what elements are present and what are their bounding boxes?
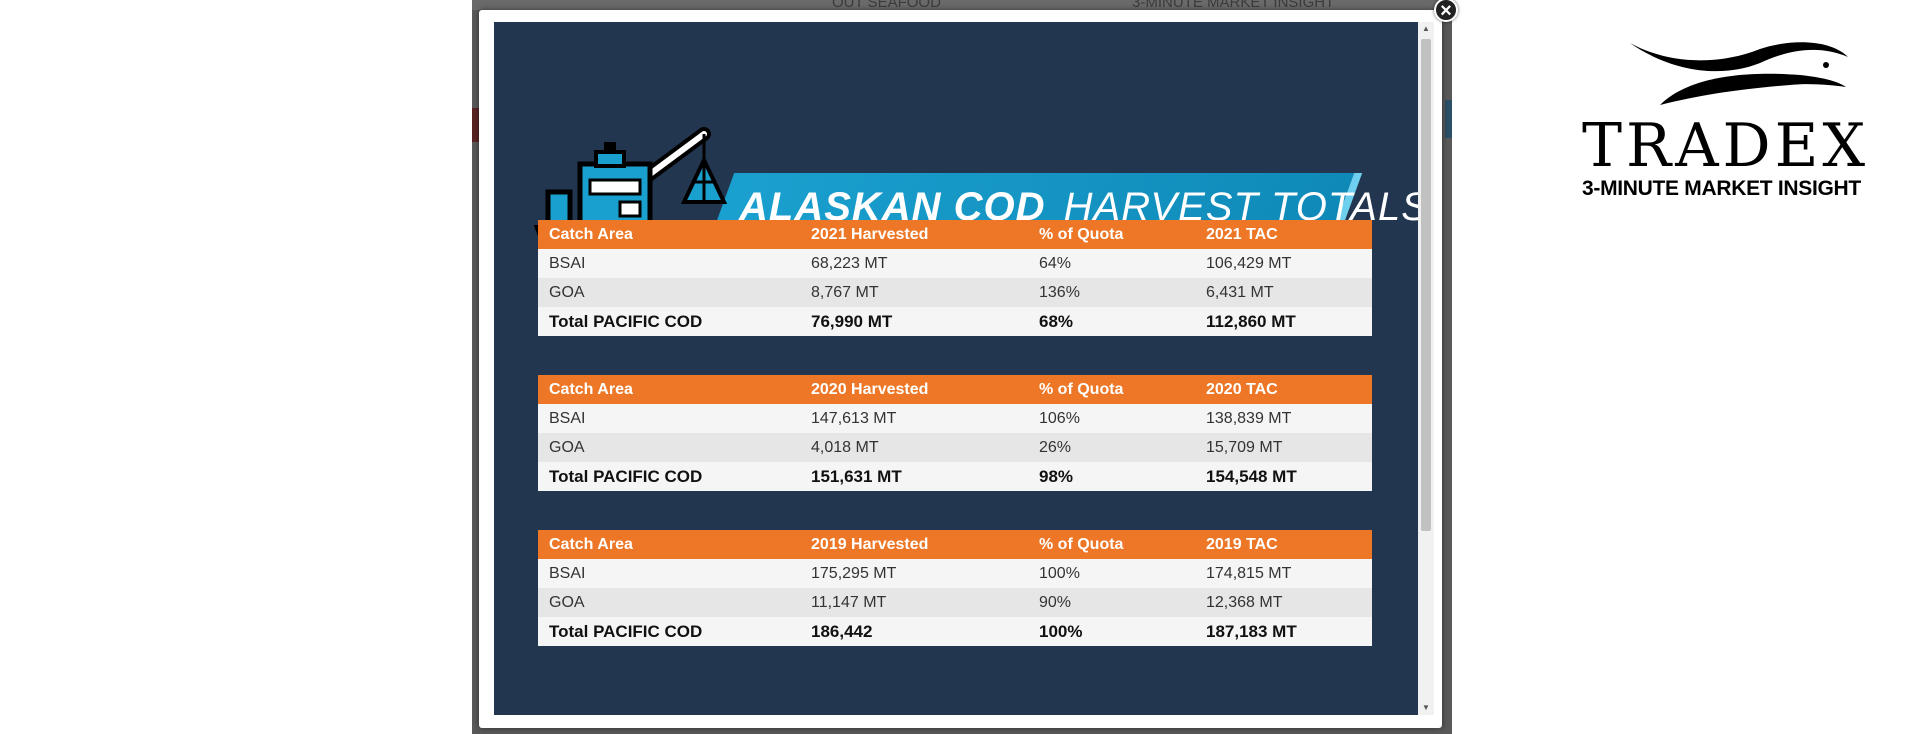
header-catch-area: Catch Area bbox=[538, 220, 800, 249]
cell-total-label: Total PACIFIC COD bbox=[538, 307, 800, 336]
harvest-table-2021: Catch Area 2021 Harvested % of Quota 202… bbox=[538, 220, 1372, 336]
background-accent bbox=[472, 108, 479, 142]
cell-total-tac: 112,860 MT bbox=[1195, 307, 1372, 336]
cell-tac: 12,368 MT bbox=[1195, 588, 1372, 617]
cell-harvested: 4,018 MT bbox=[800, 433, 1028, 462]
background-accent-right bbox=[1445, 100, 1452, 138]
table-total-row: Total PACIFIC COD 186,442 100% 187,183 M… bbox=[538, 617, 1372, 646]
cell-area: GOA bbox=[538, 278, 800, 307]
header-catch-area: Catch Area bbox=[538, 375, 800, 404]
table-header-row: Catch Area 2021 Harvested % of Quota 202… bbox=[538, 220, 1372, 249]
header-catch-area: Catch Area bbox=[538, 530, 800, 559]
logo-tagline: 3-MINUTE MARKET INSIGHT bbox=[1582, 177, 1861, 200]
cell-quota: 90% bbox=[1028, 588, 1195, 617]
table-row: GOA 11,147 MT 90% 12,368 MT bbox=[538, 588, 1372, 617]
cell-area: GOA bbox=[538, 588, 800, 617]
table-total-row: Total PACIFIC COD 151,631 MT 98% 154,548… bbox=[538, 462, 1372, 491]
modal-image-content: ALASKAN COD HARVEST TOTALS bbox=[494, 22, 1418, 715]
header-tac: 2020 TAC bbox=[1195, 375, 1372, 404]
table-row: GOA 4,018 MT 26% 15,709 MT bbox=[538, 433, 1372, 462]
header-quota: % of Quota bbox=[1028, 530, 1195, 559]
cell-harvested: 11,147 MT bbox=[800, 588, 1028, 617]
scroll-thumb[interactable] bbox=[1421, 39, 1431, 531]
harvest-table-2019: Catch Area 2019 Harvested % of Quota 201… bbox=[538, 530, 1372, 646]
table-row: BSAI 175,295 MT 100% 174,815 MT bbox=[538, 559, 1372, 588]
header-tac: 2019 TAC bbox=[1195, 530, 1372, 559]
table-row: BSAI 147,613 MT 106% 138,839 MT bbox=[538, 404, 1372, 433]
cell-total-label: Total PACIFIC COD bbox=[538, 617, 800, 646]
cell-quota: 100% bbox=[1028, 559, 1195, 588]
cell-tac: 138,839 MT bbox=[1195, 404, 1372, 433]
header-quota: % of Quota bbox=[1028, 220, 1195, 249]
cell-tac: 106,429 MT bbox=[1195, 249, 1372, 278]
cell-harvested: 175,295 MT bbox=[800, 559, 1028, 588]
cell-total-harvested: 186,442 bbox=[800, 617, 1028, 646]
cell-harvested: 8,767 MT bbox=[800, 278, 1028, 307]
background-nav-right: 3-MINUTE MARKET INSIGHT bbox=[1132, 0, 1335, 11]
header-harvested: 2019 Harvested bbox=[800, 530, 1028, 559]
cell-area: BSAI bbox=[538, 404, 800, 433]
background-nav: OUT SEAFOOD 3-MINUTE MARKET INSIGHT bbox=[472, 0, 1452, 11]
cell-harvested: 68,223 MT bbox=[800, 249, 1028, 278]
close-button[interactable]: × bbox=[1434, 0, 1458, 22]
logo-wordmark: TRADEX bbox=[1582, 111, 1870, 181]
cell-tac: 174,815 MT bbox=[1195, 559, 1372, 588]
cell-total-quota: 100% bbox=[1028, 617, 1195, 646]
header-harvested: 2021 Harvested bbox=[800, 220, 1028, 249]
tradex-logo: TRADEX 3-MINUTE MARKET INSIGHT bbox=[1570, 35, 1880, 205]
cell-total-quota: 68% bbox=[1028, 307, 1195, 336]
table-row: GOA 8,767 MT 136% 6,431 MT bbox=[538, 278, 1372, 307]
fish-logo-icon bbox=[1630, 42, 1848, 105]
table-total-row: Total PACIFIC COD 76,990 MT 68% 112,860 … bbox=[538, 307, 1372, 336]
table-row: BSAI 68,223 MT 64% 106,429 MT bbox=[538, 249, 1372, 278]
scroll-up-icon[interactable]: ▲ bbox=[1422, 24, 1430, 33]
cell-quota: 64% bbox=[1028, 249, 1195, 278]
table-header-row: Catch Area 2019 Harvested % of Quota 201… bbox=[538, 530, 1372, 559]
header-quota: % of Quota bbox=[1028, 375, 1195, 404]
cell-area: GOA bbox=[538, 433, 800, 462]
cell-tac: 6,431 MT bbox=[1195, 278, 1372, 307]
cell-total-quota: 98% bbox=[1028, 462, 1195, 491]
cell-quota: 106% bbox=[1028, 404, 1195, 433]
cell-total-tac: 187,183 MT bbox=[1195, 617, 1372, 646]
cell-total-label: Total PACIFIC COD bbox=[538, 462, 800, 491]
cell-area: BSAI bbox=[538, 249, 800, 278]
header-harvested: 2020 Harvested bbox=[800, 375, 1028, 404]
modal-scrollbar[interactable]: ▲ ▼ bbox=[1418, 22, 1434, 715]
table-header-row: Catch Area 2020 Harvested % of Quota 202… bbox=[538, 375, 1372, 404]
cell-harvested: 147,613 MT bbox=[800, 404, 1028, 433]
harvest-table-2020: Catch Area 2020 Harvested % of Quota 202… bbox=[538, 375, 1372, 491]
cell-area: BSAI bbox=[538, 559, 800, 588]
cell-total-tac: 154,548 MT bbox=[1195, 462, 1372, 491]
background-nav-left: OUT SEAFOOD bbox=[832, 0, 941, 11]
scroll-down-icon[interactable]: ▼ bbox=[1422, 703, 1430, 712]
header-tac: 2021 TAC bbox=[1195, 220, 1372, 249]
cell-quota: 26% bbox=[1028, 433, 1195, 462]
cell-quota: 136% bbox=[1028, 278, 1195, 307]
cell-tac: 15,709 MT bbox=[1195, 433, 1372, 462]
cell-total-harvested: 76,990 MT bbox=[800, 307, 1028, 336]
cell-total-harvested: 151,631 MT bbox=[800, 462, 1028, 491]
